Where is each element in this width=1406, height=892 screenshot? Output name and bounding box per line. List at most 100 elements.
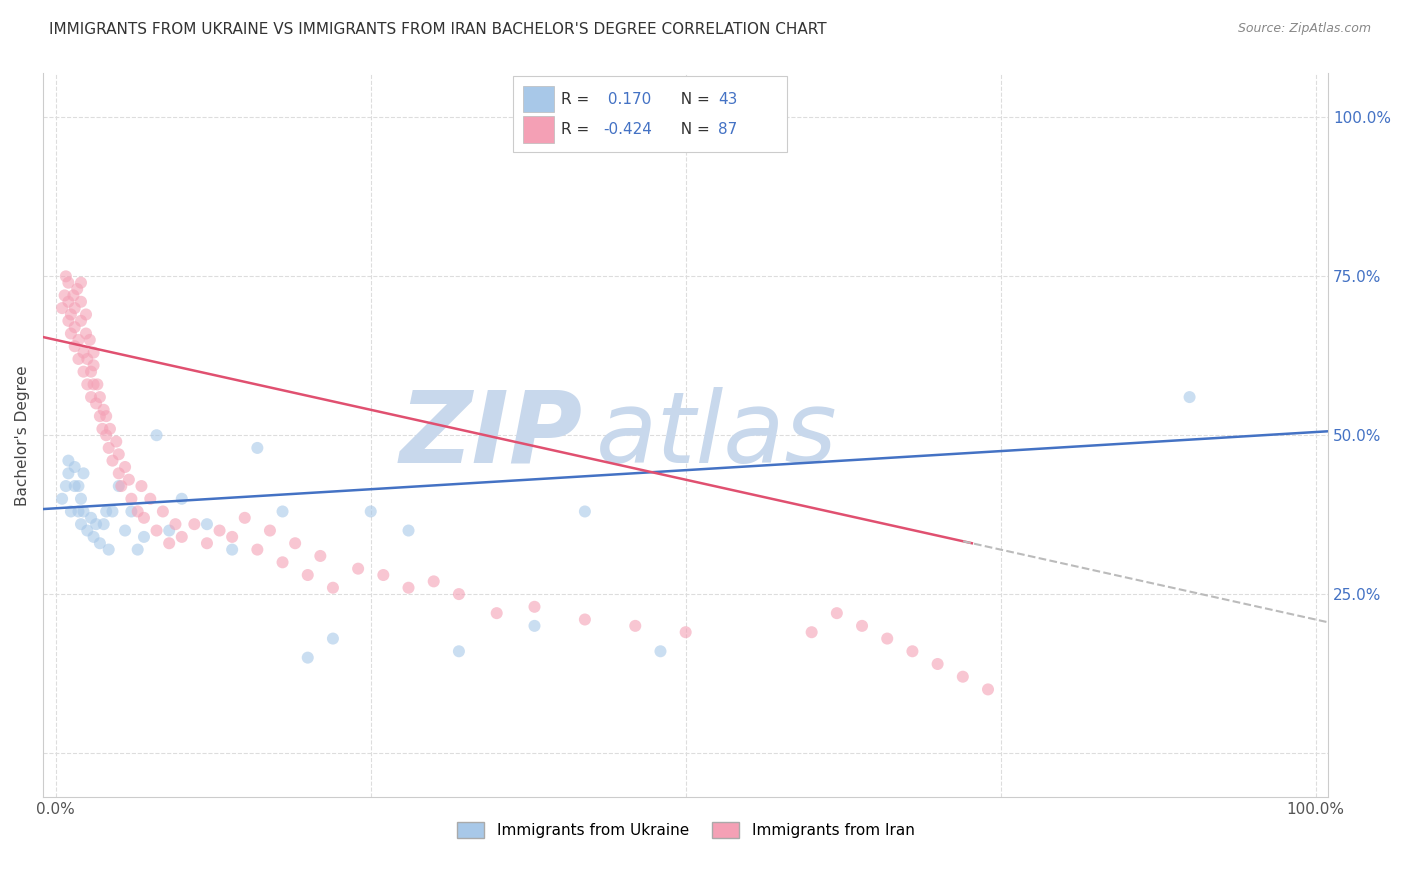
Point: [347, 562, 370, 576]
Text: R =: R =: [561, 122, 595, 136]
Point: [309, 549, 332, 563]
Text: Source: ZipAtlas.com: Source: ZipAtlas.com: [1237, 22, 1371, 36]
Point: [221, 530, 243, 544]
Y-axis label: Bachelor's Degree: Bachelor's Degree: [15, 365, 30, 506]
Point: [63, 301, 86, 315]
Point: [127, 542, 149, 557]
Point: [195, 536, 218, 550]
Point: [89, 536, 111, 550]
Point: [952, 670, 974, 684]
Point: [208, 524, 231, 538]
Point: [51, 301, 73, 315]
Point: [72, 467, 94, 481]
Point: [51, 491, 73, 506]
Point: [447, 644, 470, 658]
Point: [89, 409, 111, 424]
Point: [62, 288, 84, 302]
Point: [67, 351, 90, 366]
Point: [89, 390, 111, 404]
Point: [271, 504, 294, 518]
Point: [83, 377, 105, 392]
Point: [83, 530, 105, 544]
Point: [876, 632, 898, 646]
Point: [72, 365, 94, 379]
Point: [170, 491, 193, 506]
Point: [70, 314, 93, 328]
Point: [114, 524, 136, 538]
Point: [195, 517, 218, 532]
Point: [901, 644, 924, 658]
Point: [246, 441, 269, 455]
Point: [523, 619, 546, 633]
Point: [183, 517, 205, 532]
Point: [63, 320, 86, 334]
Text: 0.170: 0.170: [603, 92, 651, 106]
Point: [83, 345, 105, 359]
Point: [58, 276, 80, 290]
Point: [72, 345, 94, 359]
Point: [80, 365, 103, 379]
Point: [76, 351, 98, 366]
Point: [70, 276, 93, 290]
Text: N =: N =: [671, 92, 714, 106]
Point: [79, 333, 101, 347]
Point: [101, 453, 124, 467]
Text: 43: 43: [718, 92, 738, 106]
Point: [221, 542, 243, 557]
Point: [70, 491, 93, 506]
Point: [800, 625, 823, 640]
Point: [297, 568, 319, 582]
Point: [107, 467, 129, 481]
Point: [825, 606, 848, 620]
Point: [675, 625, 697, 640]
Point: [83, 359, 105, 373]
Point: [55, 269, 77, 284]
Point: [63, 460, 86, 475]
Point: [650, 644, 672, 658]
Point: [97, 542, 120, 557]
Point: [55, 479, 77, 493]
Text: IMMIGRANTS FROM UKRAINE VS IMMIGRANTS FROM IRAN BACHELOR'S DEGREE CORRELATION CH: IMMIGRANTS FROM UKRAINE VS IMMIGRANTS FR…: [49, 22, 827, 37]
Point: [58, 453, 80, 467]
Text: -0.424: -0.424: [603, 122, 652, 136]
Point: [91, 422, 114, 436]
Point: [574, 613, 596, 627]
Point: [398, 524, 420, 538]
Point: [165, 517, 187, 532]
Point: [58, 294, 80, 309]
Text: N =: N =: [671, 122, 714, 136]
Point: [75, 326, 97, 341]
Point: [322, 581, 344, 595]
Point: [76, 524, 98, 538]
Point: [67, 479, 90, 493]
Point: [851, 619, 873, 633]
Point: [485, 606, 508, 620]
Point: [624, 619, 647, 633]
Point: [80, 390, 103, 404]
Point: [67, 333, 90, 347]
Point: [360, 504, 382, 518]
Point: [86, 377, 108, 392]
Point: [63, 479, 86, 493]
Point: [927, 657, 949, 671]
Point: [96, 504, 118, 518]
Point: [132, 511, 155, 525]
Point: [246, 542, 269, 557]
Point: [373, 568, 395, 582]
Point: [422, 574, 444, 589]
Text: 87: 87: [718, 122, 738, 136]
Point: [97, 441, 120, 455]
Point: [120, 504, 142, 518]
Point: [66, 282, 89, 296]
Point: [93, 402, 115, 417]
Point: [233, 511, 256, 525]
Point: [53, 288, 76, 302]
Point: [157, 536, 180, 550]
Point: [120, 491, 142, 506]
Point: [114, 460, 136, 475]
Point: [76, 377, 98, 392]
Point: [131, 479, 153, 493]
Point: [297, 650, 319, 665]
Point: [145, 428, 167, 442]
Point: [63, 339, 86, 353]
